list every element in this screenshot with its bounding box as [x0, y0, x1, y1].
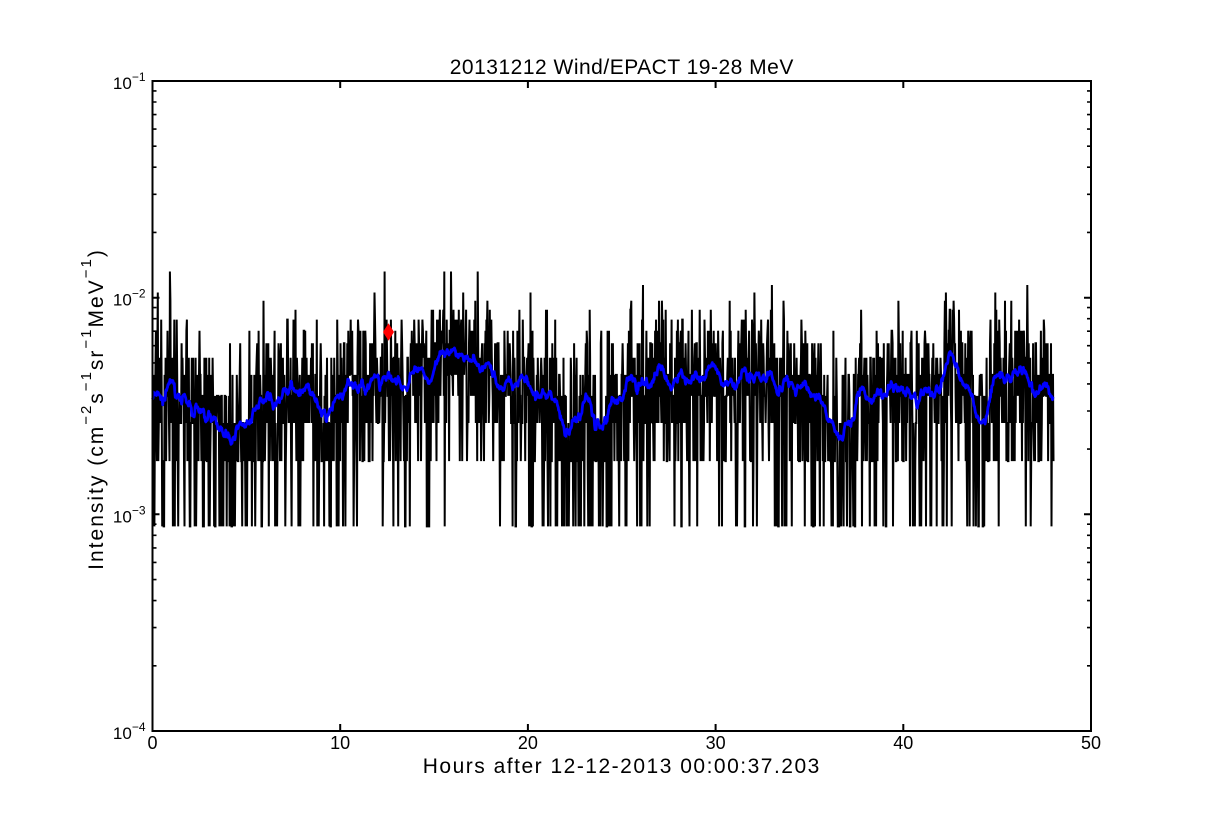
svg-text:40: 40 [893, 733, 913, 753]
svg-text:20: 20 [518, 733, 538, 753]
svg-text:30: 30 [706, 733, 726, 753]
svg-text:Intensity (cm−2s−1sr−1MeV−1): Intensity (cm−2s−1sr−1MeV−1) [78, 248, 108, 570]
svg-text:50: 50 [1081, 733, 1101, 753]
svg-text:10: 10 [330, 733, 350, 753]
svg-text:Hours after 12-12-2013 00:00:3: Hours after 12-12-2013 00:00:37.203 [423, 755, 821, 778]
svg-text:0: 0 [147, 733, 157, 753]
svg-text:20131212 Wind/EPACT 19-28 MeV: 20131212 Wind/EPACT 19-28 MeV [450, 56, 794, 79]
